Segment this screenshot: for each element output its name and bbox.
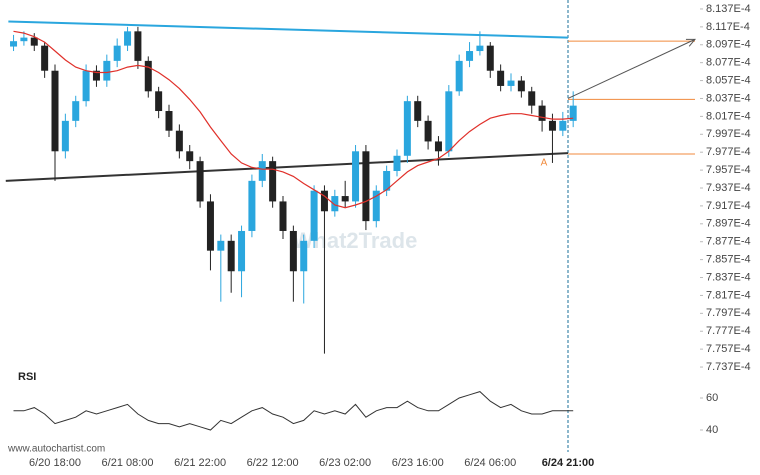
y-tick-label: 7.897E-4 [706,218,751,230]
y-tick-label: 8.097E-4 [706,39,751,51]
candle-body [331,196,339,212]
y-tick-label: 8.117E-4 [706,21,750,33]
rsi-tick-label: 60 [706,392,718,404]
candle-body [476,45,484,52]
y-tick-label: 7.877E-4 [706,236,751,248]
candle-body [103,60,111,81]
x-tick-label: 6/21 22:00 [174,457,226,469]
y-tick-label: 7.977E-4 [706,146,751,158]
y-tick-label: 7.937E-4 [706,182,751,194]
forecast-arrow [567,38,696,99]
pattern-label: A [541,158,548,169]
y-tick-label: 8.017E-4 [706,110,751,122]
candle-body [30,37,38,46]
candle-body [113,45,121,61]
y-tick-label: 8.137E-4 [706,3,751,15]
arrow-head [685,38,697,47]
x-tick-label: 6/22 12:00 [247,457,299,469]
candle-body [92,70,100,81]
candle-body [538,105,546,121]
y-tick-label: 7.857E-4 [706,254,751,266]
x-tick-label: 6/23 02:00 [319,457,371,469]
candle-body [258,161,266,181]
y-tick-label: 8.057E-4 [706,74,751,86]
y-tick-label: 7.837E-4 [706,271,751,283]
candle-body [486,45,494,71]
candle-body [310,190,318,241]
x-tick-label: 6/23 16:00 [392,457,444,469]
x-tick-label: 6/24 21:00 [542,457,595,469]
rsi-tick-label: 40 [706,424,718,436]
candle-body [155,91,163,112]
candle-body [352,151,360,202]
candle-body [414,101,422,121]
candle-body [289,230,297,272]
source: www.autochartist.com [7,444,105,455]
candle-body [497,70,505,86]
candle-body [507,80,515,86]
candle-body [248,180,256,231]
rsi-line [13,391,574,431]
rsi-title: RSI [18,371,36,383]
candle-body [383,170,391,191]
y-tick-label: 7.777E-4 [706,325,751,337]
candle-body [445,91,453,152]
candle-body [134,31,142,61]
x-tick-label: 6/20 18:00 [29,457,81,469]
candle-body [341,196,349,202]
candle-body [569,105,577,121]
candle-body [72,101,80,121]
candle-body [227,240,235,272]
candle-body [393,155,401,171]
candle-body [424,120,432,142]
candle-body [362,151,370,222]
candle-body [269,161,277,202]
support-line [5,152,569,182]
candle-body [175,130,183,152]
candle-body [372,190,380,222]
candle-body [320,190,328,212]
candle-body [41,45,49,71]
candle-body [434,141,442,152]
candle-body [10,41,18,47]
candle-body [559,120,567,131]
candle-body [300,240,308,272]
candle-body [186,151,194,162]
y-tick-label: 8.077E-4 [706,57,751,69]
candle-body [61,120,69,152]
candle-body [548,120,556,131]
candle-body [466,51,474,61]
resistance-line [8,20,569,39]
y-tick-label: 7.957E-4 [706,164,751,176]
x-tick-label: 6/21 08:00 [102,457,154,469]
candle-body [455,60,463,92]
x-tick-label: 6/24 06:00 [464,457,516,469]
y-tick-label: 7.737E-4 [706,361,751,373]
candle-body [196,161,204,202]
candle-body [403,101,411,156]
y-tick-label: 7.757E-4 [706,343,751,355]
y-tick-label: 7.997E-4 [706,128,751,140]
candle-body [20,37,28,42]
candle-body [124,31,132,46]
y-tick-label: 7.817E-4 [706,289,751,301]
candle-body [144,60,152,92]
candle-body [165,111,173,131]
candle-body [206,201,214,251]
candle-body [82,70,90,102]
candle-body [279,201,287,231]
y-tick-label: 8.037E-4 [706,92,751,104]
candle-body [217,240,225,251]
moving-average [13,30,574,209]
y-tick-label: 7.797E-4 [706,307,751,319]
candle-body [238,230,246,272]
candle-body [51,70,59,152]
candle-body [528,91,536,106]
candle-body [517,80,525,92]
y-tick-label: 7.917E-4 [706,200,751,212]
